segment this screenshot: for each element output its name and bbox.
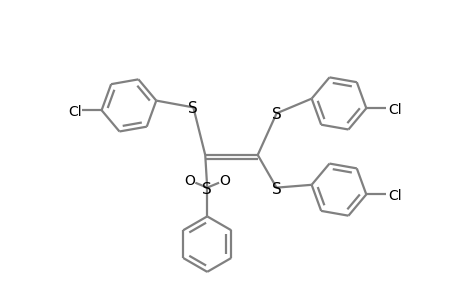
Text: Cl: Cl: [387, 189, 401, 203]
Text: Cl: Cl: [387, 103, 401, 117]
Text: Cl: Cl: [68, 105, 82, 119]
Text: O: O: [219, 174, 230, 188]
Text: S: S: [271, 182, 281, 196]
Text: S: S: [271, 107, 281, 122]
Text: S: S: [202, 182, 212, 196]
Text: O: O: [184, 174, 195, 188]
Text: S: S: [188, 101, 198, 116]
